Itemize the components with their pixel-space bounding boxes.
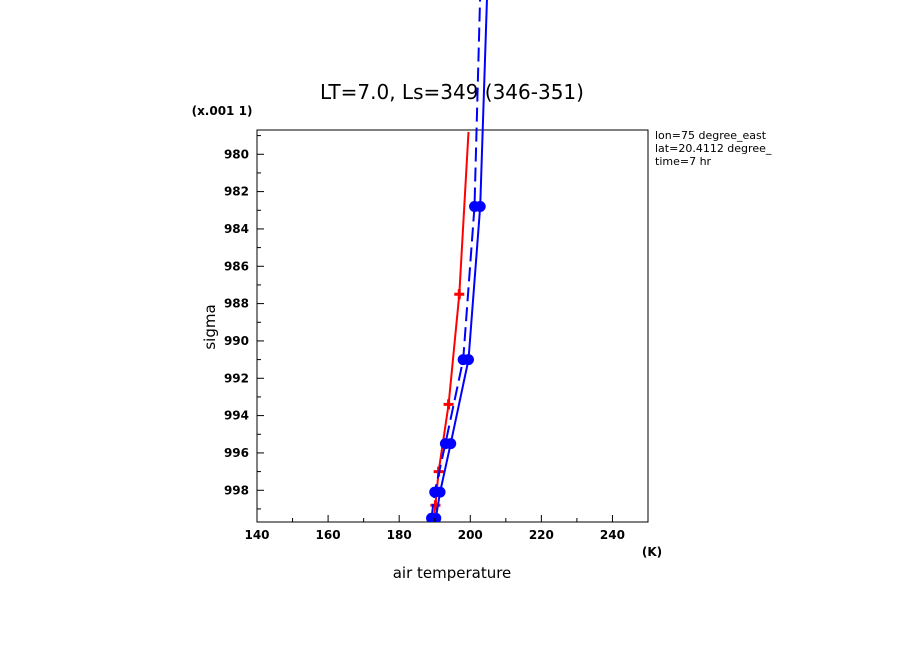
y-tick-label: 998 — [224, 483, 249, 497]
x-tick-label: 180 — [387, 528, 412, 542]
series-line — [430, 0, 482, 519]
y-axis: 980 982 984 986 988 990 992 994 996 998 — [224, 135, 264, 510]
data-point — [443, 399, 454, 410]
y-axis-label: sigma — [201, 304, 219, 349]
data-point — [454, 289, 465, 300]
y-tick-label: 984 — [224, 222, 249, 236]
data-point — [457, 354, 469, 366]
x-tick-label: 240 — [600, 528, 625, 542]
series-1 — [430, 0, 488, 522]
x-tick-label: 140 — [244, 528, 269, 542]
y-tick-label: 992 — [224, 371, 249, 385]
data-point — [469, 201, 481, 213]
data-point — [439, 438, 451, 450]
x-tick-label: 200 — [458, 528, 483, 542]
y-tick-label: 986 — [224, 259, 249, 273]
y-tick-label: 990 — [224, 334, 249, 348]
y-tick-label: 994 — [224, 409, 249, 423]
x-axis: 140 160 180 200 220 240 — [244, 515, 625, 542]
series-2 — [426, 0, 482, 522]
x-unit-label: (K) — [642, 545, 662, 559]
lat-annotation: lat=20.4112 degree_ — [655, 142, 772, 155]
series-layer — [426, 0, 488, 522]
data-point — [429, 486, 441, 498]
y-tick-label: 996 — [224, 446, 249, 460]
chart-title: LT=7.0, Ls=349 (346-351) — [320, 80, 584, 104]
series-0 — [428, 131, 470, 522]
lon-annotation: lon=75 degree_east — [655, 129, 767, 142]
y-tick-label: 982 — [224, 185, 249, 199]
x-tick-label: 160 — [316, 528, 341, 542]
x-axis-label: air temperature — [393, 564, 512, 582]
y-tick-label: 980 — [224, 147, 249, 161]
series-line — [432, 131, 470, 521]
plot-frame — [256, 129, 649, 523]
x-tick-label: 220 — [529, 528, 554, 542]
y-unit-label: (x.001 1) — [192, 104, 253, 118]
time-annotation: time=7 hr — [655, 155, 712, 168]
y-tick-label: 988 — [224, 297, 249, 311]
